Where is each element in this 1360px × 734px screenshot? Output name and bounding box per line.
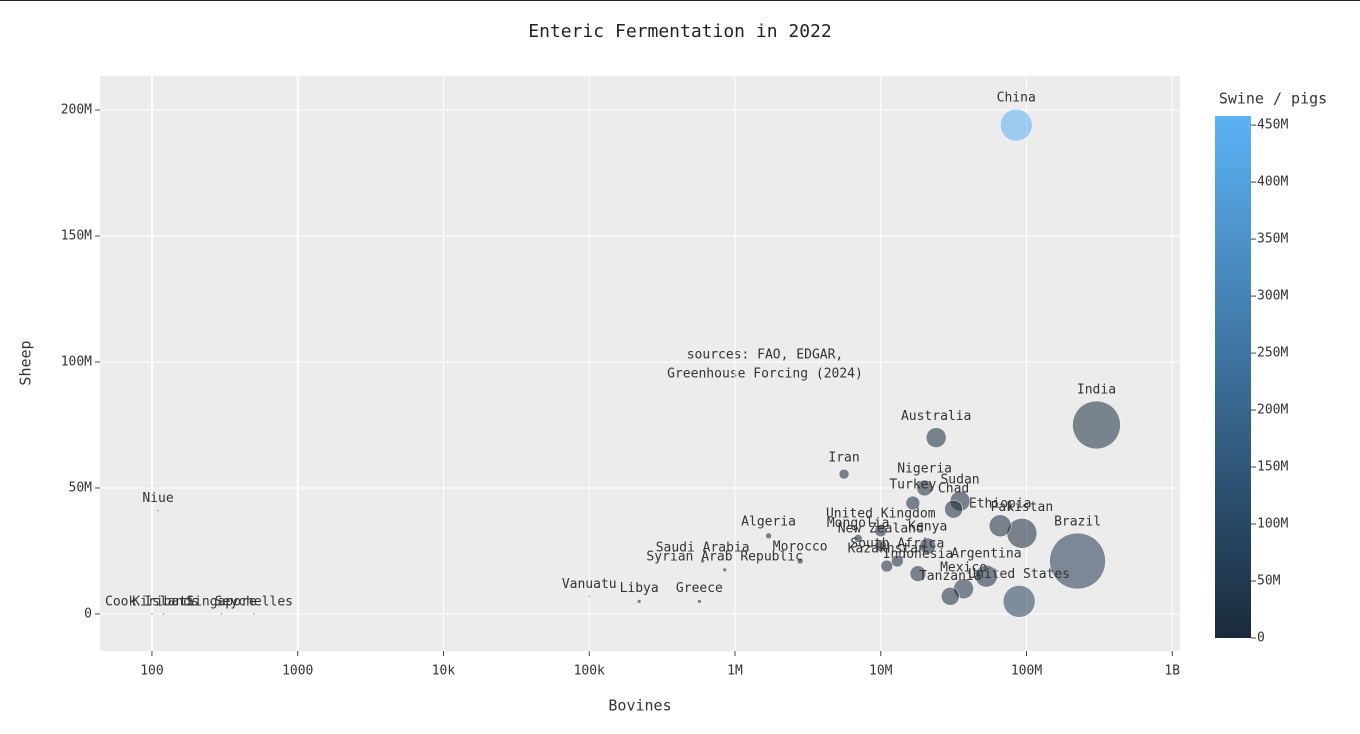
colorbar-tick-label: 150M [1257, 460, 1288, 475]
point-label: South Africa [850, 537, 944, 552]
point-label: Greece [676, 581, 723, 596]
bubble [252, 612, 256, 616]
bubble [905, 495, 921, 511]
bubble [838, 468, 850, 480]
point-label: Tanzania [919, 569, 982, 584]
point-label: Nigeria [897, 461, 952, 476]
point-label: Vanuatu [562, 577, 617, 592]
bubble [636, 599, 642, 604]
point-label: New Zealand [838, 521, 924, 536]
point-label: Cook Islands [105, 594, 199, 609]
x-tick-label: 10M [869, 664, 893, 679]
colorbar-tick-label: 200M [1257, 403, 1288, 418]
y-tick-label: 100M [61, 354, 92, 369]
x-axis-title: Bovines [608, 697, 671, 715]
colorbar-tick-label: 0 [1257, 631, 1265, 646]
bubble [722, 567, 727, 573]
bubble [1049, 532, 1106, 590]
x-tick-label: 1B [1164, 664, 1180, 679]
x-tick-label: 100M [1011, 664, 1042, 679]
point-label: Argentina [951, 547, 1021, 562]
point-label: Iran [828, 451, 859, 466]
bubble [909, 565, 927, 582]
point-label: Syrian Arab Republic [646, 549, 803, 564]
y-axis-title: Sheep [17, 340, 35, 385]
point-label: Algeria [741, 514, 796, 529]
point-label: Libya [620, 581, 659, 596]
colorbar-tick-label: 450M [1257, 118, 1288, 133]
x-tick-label: 1000 [282, 664, 313, 679]
point-label: Turkey [889, 478, 936, 493]
annotation: sources: FAO, EDGAR, [687, 348, 844, 363]
bubble [220, 612, 223, 616]
bubble [697, 599, 702, 604]
point-label: Singapore [186, 594, 257, 609]
point-label: Kenya [908, 519, 947, 534]
bubble [765, 532, 772, 540]
point-label: United Kingdom [826, 506, 936, 521]
bubble [944, 499, 963, 519]
bubble [156, 509, 160, 512]
point-label: Niue [142, 491, 173, 506]
colorbar-tick-label: 250M [1257, 346, 1288, 361]
bubble [880, 559, 894, 573]
point-label: China [997, 91, 1036, 106]
bubble [853, 534, 863, 543]
bubble [925, 427, 947, 448]
point-label: Kiribati [132, 594, 195, 609]
bubble [999, 108, 1033, 142]
colorbar-tick-label: 350M [1257, 232, 1288, 247]
x-tick-label: 100k [574, 664, 605, 679]
colorbar-title: Swine / pigs [1219, 90, 1327, 108]
point-label: Kazakhstan [848, 542, 926, 557]
colorbar-tick-label: 100M [1257, 517, 1288, 532]
bubble [587, 595, 591, 598]
bubble [891, 554, 904, 568]
bubble [874, 524, 888, 538]
colorbar-tick-label: 300M [1257, 289, 1288, 304]
bubble [919, 537, 936, 555]
y-tick-label: 50M [69, 480, 93, 495]
bubble [162, 612, 165, 616]
point-label: Australia [901, 409, 971, 424]
bubble [1072, 400, 1121, 450]
point-label: Morocco [773, 540, 828, 555]
bubble [988, 514, 1012, 538]
bubble [975, 564, 998, 588]
point-label: Brazil [1054, 515, 1101, 530]
point-label: Saudi Arabia [656, 541, 750, 556]
colorbar-tick-label: 400M [1257, 175, 1288, 190]
point-label: Mongolia [827, 516, 890, 531]
bubble [874, 539, 888, 553]
x-tick-label: 1M [727, 664, 743, 679]
point-label: Pakistan [991, 500, 1054, 515]
y-tick-label: 200M [61, 103, 92, 118]
point-label: Mexico [940, 560, 987, 575]
bubble [700, 558, 705, 564]
bubble [150, 612, 154, 616]
colorbar [1215, 116, 1251, 638]
point-label: India [1077, 382, 1116, 397]
point-label: Seychelles [215, 594, 293, 609]
x-tick-label: 10k [432, 664, 456, 679]
bubble [1006, 518, 1038, 549]
y-tick-label: 0 [84, 606, 92, 621]
point-label: Ethiopia [969, 496, 1032, 511]
y-tick-label: 150M [61, 229, 92, 244]
colorbar-tick-label: 50M [1257, 574, 1281, 589]
bubble [796, 557, 804, 565]
plot-area [100, 76, 1180, 651]
bubble [916, 479, 933, 497]
x-tick-label: 100 [140, 664, 163, 679]
point-label: Sudan [940, 473, 979, 488]
point-label: Chad [938, 482, 969, 497]
bubble [1002, 585, 1036, 618]
chart-title: Enteric Fermentation in 2022 [528, 21, 831, 42]
bubble [941, 587, 960, 606]
annotation: Greenhouse Forcing (2024) [667, 367, 863, 382]
